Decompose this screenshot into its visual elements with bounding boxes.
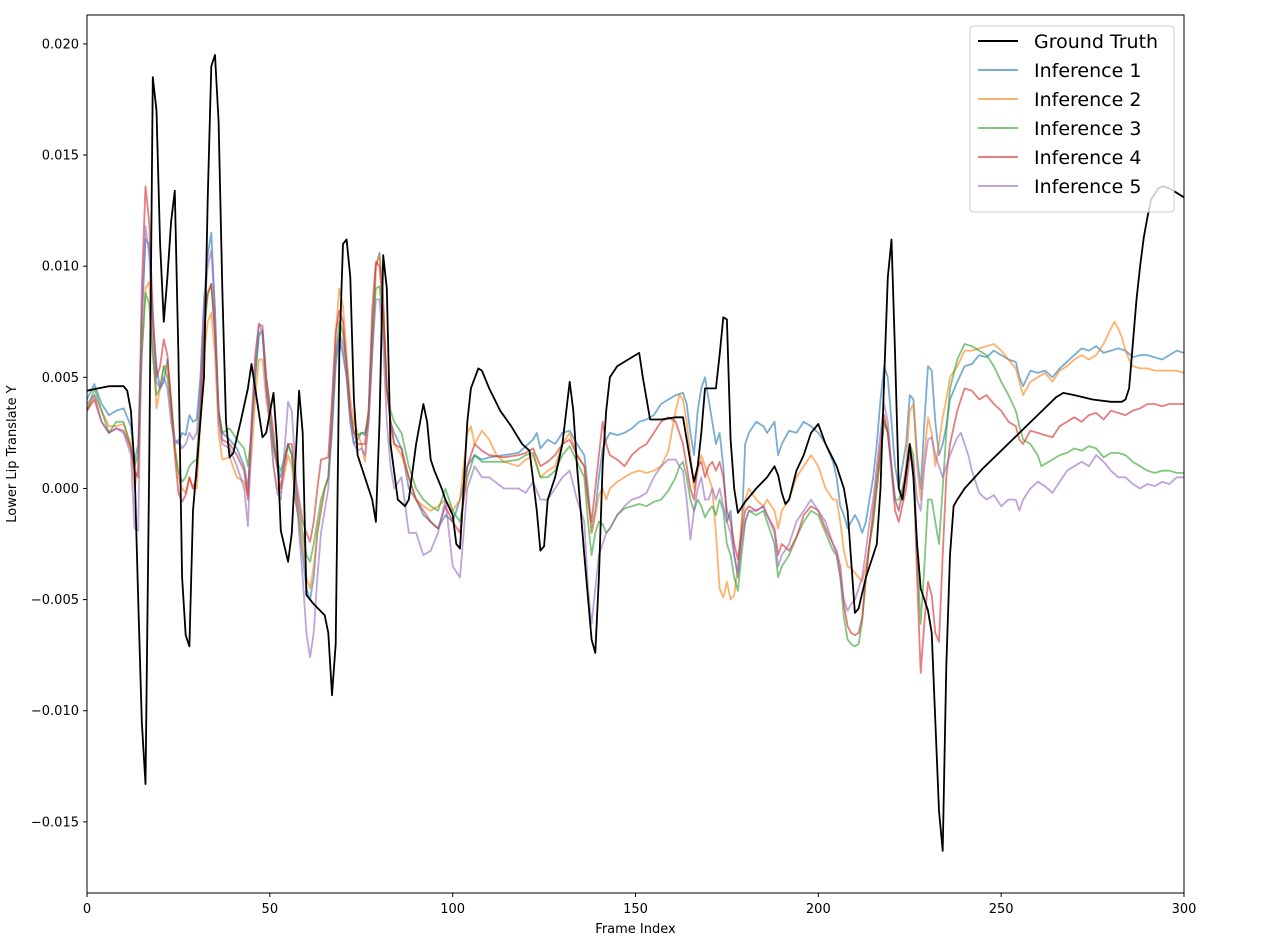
x-tick-label: 100 bbox=[440, 902, 465, 917]
legend-box bbox=[969, 25, 1175, 213]
x-tick-label: 0 bbox=[83, 902, 91, 917]
x-axis: 0 50 100 150 200 250 300 bbox=[83, 893, 1197, 917]
series-line-ground-truth bbox=[87, 54, 1184, 852]
y-tick-label: −0.015 bbox=[31, 815, 79, 830]
legend-entry: Inference 2 bbox=[1034, 89, 1141, 111]
y-tick-label: 0.005 bbox=[42, 371, 79, 386]
legend-entry: Inference 5 bbox=[1034, 176, 1141, 198]
legend-entry: Inference 4 bbox=[1034, 147, 1141, 169]
y-axis-label: Lower Lip Translate Y bbox=[5, 385, 20, 522]
y-tick-label: −0.005 bbox=[31, 593, 79, 608]
x-tick-label: 300 bbox=[1172, 902, 1197, 917]
x-tick-label: 200 bbox=[806, 902, 831, 917]
x-tick-label: 150 bbox=[623, 902, 648, 917]
y-tick-label: 0.015 bbox=[42, 149, 79, 164]
y-tick-label: −0.010 bbox=[31, 704, 79, 719]
x-tick-label: 50 bbox=[262, 902, 279, 917]
y-axis: 0.020 0.015 0.010 0.005 0.000 −0.005 −0.010 −0.… bbox=[31, 37, 87, 830]
x-axis-label: Frame Index bbox=[595, 922, 676, 937]
legend-entry: Inference 3 bbox=[1034, 118, 1141, 140]
series-line-inference-5 bbox=[87, 225, 1184, 659]
series-layer bbox=[87, 54, 1184, 852]
series-line-inference-2 bbox=[87, 254, 1184, 601]
y-tick-label: 0.020 bbox=[42, 37, 79, 52]
y-tick-label: 0.010 bbox=[42, 260, 79, 275]
series-line-inference-4 bbox=[87, 185, 1184, 674]
y-tick-label: 0.000 bbox=[42, 482, 79, 497]
legend-entry: Inference 1 bbox=[1034, 60, 1141, 82]
legend: Ground Truth Inference 1 Inference 2 Infere… bbox=[969, 25, 1175, 213]
legend-entry: Ground Truth bbox=[1034, 31, 1158, 53]
x-tick-label: 250 bbox=[989, 902, 1014, 917]
